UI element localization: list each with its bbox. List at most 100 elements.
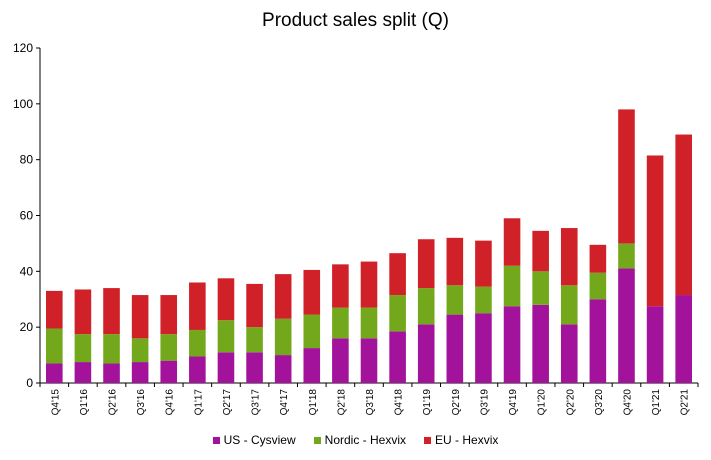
x-tick-label: Q1'21 xyxy=(651,389,662,416)
bar-segment xyxy=(246,352,263,383)
bar-segment xyxy=(532,304,549,383)
legend-swatch xyxy=(424,436,432,444)
bar-segment xyxy=(303,314,321,349)
legend-item: EU - Hexvix xyxy=(424,433,498,447)
bar-segment xyxy=(360,307,378,339)
bar-segment xyxy=(589,244,607,273)
x-tick-label: Q1'18 xyxy=(308,389,319,416)
bar-segment xyxy=(103,334,120,364)
bar-segment xyxy=(503,265,521,307)
bar-segment xyxy=(475,313,492,383)
bar-segment xyxy=(303,348,321,383)
bar-segment xyxy=(417,239,435,289)
x-tick-label: Q2'20 xyxy=(565,389,576,416)
x-tick-label: Q4'18 xyxy=(394,389,405,416)
chart-plot: 0 20 40 60 80 100 120 Q4'15 Q1'16 Q2'16 Q3'16 Q4'16… xyxy=(13,41,699,416)
x-tick-label: Q2'19 xyxy=(451,389,462,416)
bar-segment xyxy=(274,355,292,383)
bar-segment xyxy=(189,356,206,383)
x-tick-label: Q4'20 xyxy=(622,389,633,416)
legend-label: US - Cysview xyxy=(223,433,296,447)
x-tick-label: Q3'19 xyxy=(479,389,490,416)
bar-segment xyxy=(475,240,492,287)
bar-segment xyxy=(646,306,664,383)
chart-title: Product sales split (Q) xyxy=(262,10,449,31)
bar-segment xyxy=(417,288,435,325)
x-tick-label: Q3'16 xyxy=(136,389,147,416)
legend: US - Cysview Nordic - Hexvix EU - Hexvix xyxy=(0,433,711,447)
x-tick-label: Q1'20 xyxy=(537,389,548,416)
legend-swatch xyxy=(212,436,220,444)
bar-segment xyxy=(446,285,464,315)
bar-segment xyxy=(46,328,63,364)
bar-segment xyxy=(618,268,635,383)
bar-segment xyxy=(74,334,92,363)
bar-segment xyxy=(189,329,206,357)
bar-segment xyxy=(360,261,378,308)
legend-label: EU - Hexvix xyxy=(435,433,499,447)
bar-segment xyxy=(389,253,406,296)
legend-swatch xyxy=(313,436,321,444)
y-tick-label: 20 xyxy=(20,320,34,334)
bar-segment xyxy=(675,134,692,296)
bar-segment xyxy=(246,327,263,353)
bar-segment xyxy=(131,295,149,339)
bar-segment xyxy=(160,334,178,361)
bar-segment xyxy=(246,283,263,328)
bar-segment xyxy=(217,352,235,383)
bar-segment xyxy=(475,286,492,314)
bar-segment xyxy=(103,363,120,383)
bar-segment xyxy=(389,331,406,383)
y-tick-label: 60 xyxy=(20,209,34,223)
bar-segment xyxy=(503,306,521,383)
y-tick-label: 40 xyxy=(20,264,34,278)
x-tick-label: Q2'17 xyxy=(222,389,233,416)
y-tick-label: 0 xyxy=(26,376,33,390)
x-tick-label: Q4'19 xyxy=(508,389,519,416)
bar-segment xyxy=(589,272,607,300)
x-tick-label: Q1'16 xyxy=(79,389,90,416)
bar-segment xyxy=(274,318,292,356)
x-tick-label: Q2'21 xyxy=(680,389,691,416)
bar-segment xyxy=(160,360,178,383)
bar-segment xyxy=(332,264,349,308)
bar-segment xyxy=(160,295,178,335)
bar-segment xyxy=(417,324,435,383)
bar-segment xyxy=(217,278,235,321)
y-tick-label: 120 xyxy=(13,41,33,55)
bar-segment xyxy=(360,338,378,383)
bar-segment xyxy=(389,295,406,332)
bar-segment xyxy=(189,282,206,330)
bar-segment xyxy=(46,363,63,383)
bar-segment xyxy=(675,295,692,383)
bar-segment xyxy=(131,362,149,383)
bar-segment xyxy=(503,218,521,266)
y-tick-label: 100 xyxy=(13,97,33,111)
legend-item: US - Cysview xyxy=(212,433,296,447)
x-tick-label: Q3'17 xyxy=(251,389,262,416)
bar-segment xyxy=(217,320,235,353)
bar-segment xyxy=(532,271,549,305)
bar-segment xyxy=(446,314,464,383)
legend-item: Nordic - Hexvix xyxy=(313,433,406,447)
bar-segment xyxy=(74,289,92,335)
bar-segment xyxy=(560,324,578,383)
bar-segment xyxy=(646,155,664,307)
x-tick-label: Q1'17 xyxy=(193,389,204,416)
x-tick-label: Q4'16 xyxy=(165,389,176,416)
bar-segment xyxy=(618,109,635,244)
x-tick-label: Q3'18 xyxy=(365,389,376,416)
bar-segment xyxy=(332,338,349,383)
x-tick-label: Q4'15 xyxy=(50,389,61,416)
bar-segment xyxy=(274,274,292,319)
bar-segment xyxy=(74,362,92,383)
y-tick-label: 80 xyxy=(20,153,34,167)
bar-segment xyxy=(446,237,464,286)
bar-segment xyxy=(46,290,63,329)
x-tick-label: Q3'20 xyxy=(594,389,605,416)
bar-segment xyxy=(303,269,321,315)
x-tick-label: Q4'17 xyxy=(279,389,290,416)
bar-segment xyxy=(131,338,149,363)
bar-segment xyxy=(589,299,607,383)
